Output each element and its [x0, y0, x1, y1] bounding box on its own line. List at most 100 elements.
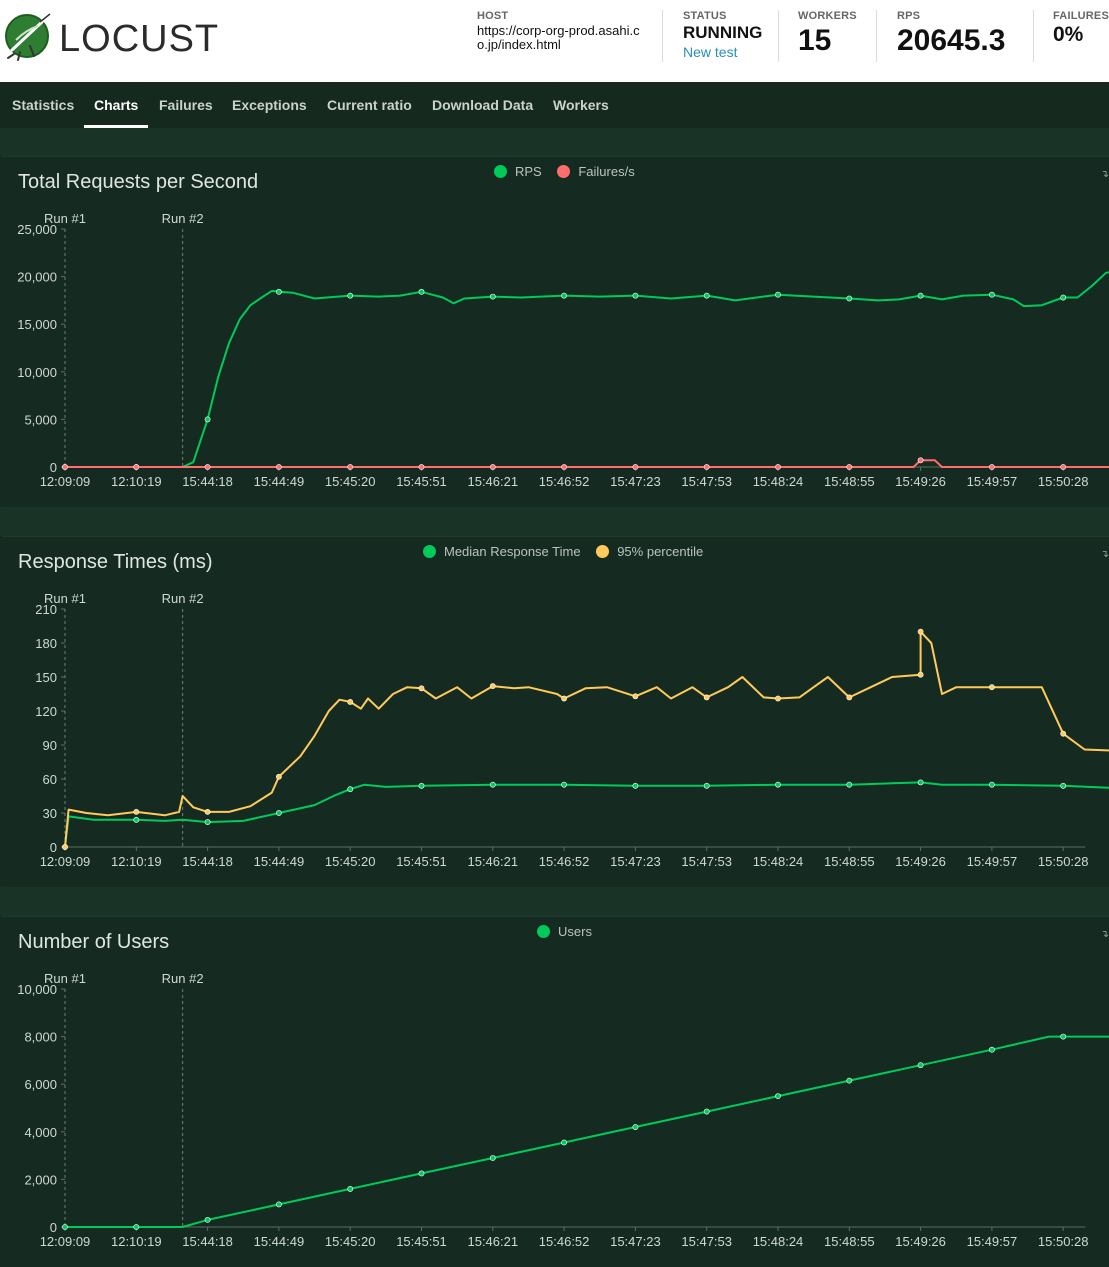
data-point [418, 782, 425, 789]
x-tick-label: 15:47:53 [681, 854, 732, 869]
x-tick-label: 15:49:57 [967, 474, 1018, 489]
x-tick-label: 15:46:21 [467, 854, 518, 869]
data-point [989, 684, 995, 691]
y-tick-label: 90 [43, 738, 57, 753]
chart-legend: Users [537, 923, 604, 939]
locust-logo-icon [5, 13, 51, 61]
data-point [1060, 782, 1067, 789]
x-tick-label: 12:10:19 [111, 1234, 162, 1249]
data-point [561, 1139, 567, 1146]
data-point [204, 808, 211, 815]
new-test-link[interactable]: New test [683, 44, 738, 60]
data-point [917, 779, 924, 786]
chart-legend: RPS Failures/s [494, 163, 647, 179]
x-tick-label: 15:47:53 [681, 1234, 732, 1249]
status-value: RUNNING [683, 23, 763, 42]
y-tick-label: 30 [43, 806, 57, 821]
data-point [133, 808, 140, 815]
x-tick-label: 15:45:51 [396, 474, 447, 489]
data-point [489, 683, 496, 689]
data-point [917, 292, 924, 299]
y-tick-label: 5,000 [24, 412, 57, 427]
x-tick-label: 15:46:52 [539, 474, 590, 489]
data-point [561, 695, 567, 702]
data-point [275, 1201, 282, 1208]
data-point [275, 773, 282, 780]
status-label: STATUS [683, 10, 727, 22]
tab-charts[interactable]: Charts [83, 82, 149, 128]
x-tick-label: 15:44:18 [182, 854, 233, 869]
top-header: LOCUST HOST https://corp-org-prod.asahi.… [0, 0, 1109, 82]
legend-item-rps[interactable]: RPS [494, 164, 542, 179]
chart-title: Number of Users [18, 931, 170, 953]
data-point [632, 782, 639, 789]
x-tick-label: 15:48:55 [824, 1234, 875, 1249]
data-point [561, 781, 567, 788]
x-tick-label: 15:46:52 [539, 854, 590, 869]
legend-item-95th[interactable]: 95% percentile [596, 544, 703, 559]
locust-logo[interactable]: LOCUST [4, 10, 218, 62]
data-point [917, 628, 924, 635]
legend-dot [537, 925, 550, 939]
y-tick-label: 150 [35, 670, 57, 685]
data-point [632, 464, 639, 470]
data-point [989, 1046, 995, 1053]
data-point [775, 1093, 781, 1099]
legend-dot [423, 545, 436, 559]
data-point [418, 288, 425, 295]
tab-current-ratio[interactable]: Current ratio [327, 97, 412, 113]
data-point [1060, 294, 1067, 301]
workers-value: 15 [798, 24, 832, 57]
data-point [632, 1124, 639, 1130]
data-point [133, 464, 140, 470]
x-tick-label: 12:09:09 [40, 854, 91, 869]
y-tick-label: 10,000 [17, 982, 57, 997]
x-tick-label: 15:45:51 [396, 854, 447, 869]
legend-label: Failures/s [578, 164, 635, 180]
x-tick-label: 15:44:49 [254, 854, 305, 869]
x-tick-label: 15:48:24 [753, 474, 804, 489]
logo-text: LOCUST [59, 18, 220, 60]
data-point [418, 464, 425, 470]
x-tick-label: 15:49:26 [895, 1234, 946, 1249]
data-point [347, 464, 354, 470]
run-marker-label: Run #1 [44, 971, 86, 986]
panel-corner-icon: ↴ [1100, 169, 1109, 180]
data-point [62, 844, 68, 850]
spacer [0, 506, 1109, 536]
panel-corner-icon: ↴ [1100, 549, 1109, 560]
series-line [64, 630, 1109, 848]
data-point [489, 781, 496, 788]
legend-dot [494, 165, 507, 179]
tab-download-data[interactable]: Download Data [432, 97, 534, 113]
data-point [775, 781, 781, 788]
tab-workers[interactable]: Workers [553, 97, 609, 113]
tab-statistics[interactable]: Statistics [12, 97, 75, 113]
data-point [989, 464, 995, 470]
host-label: HOST [477, 10, 509, 22]
x-tick-label: 15:50:28 [1038, 474, 1089, 489]
workers-label: WORKERS [798, 10, 857, 22]
response-times-chart-svg: 0 30 60 90 120 150 180 210 12:09:09 12:10:19 15:44… [35, 591, 1109, 869]
data-point [775, 464, 781, 470]
data-point [275, 810, 282, 816]
chart-title: Response Times (ms) [18, 551, 213, 573]
failures-stat: FAILURES 0% [1053, 10, 1109, 47]
data-point [418, 685, 425, 692]
legend-item-users[interactable]: Users [537, 924, 592, 939]
data-point [1060, 730, 1067, 737]
x-tick-label: 12:09:09 [40, 1234, 91, 1249]
panel-corner-icon: ↴ [1100, 929, 1109, 940]
legend-item-median[interactable]: Median Response Time [423, 544, 581, 559]
data-point [489, 1155, 496, 1161]
data-point [62, 1224, 68, 1230]
legend-label: Users [558, 924, 592, 940]
y-tick-label: 210 [35, 602, 57, 617]
data-point [846, 464, 853, 470]
data-point [703, 292, 710, 299]
tab-failures[interactable]: Failures [159, 97, 213, 113]
tab-exceptions[interactable]: Exceptions [232, 97, 307, 113]
x-tick-label: 15:45:20 [325, 854, 376, 869]
x-tick-label: 15:45:51 [396, 1234, 447, 1249]
legend-item-failures[interactable]: Failures/s [557, 164, 635, 180]
